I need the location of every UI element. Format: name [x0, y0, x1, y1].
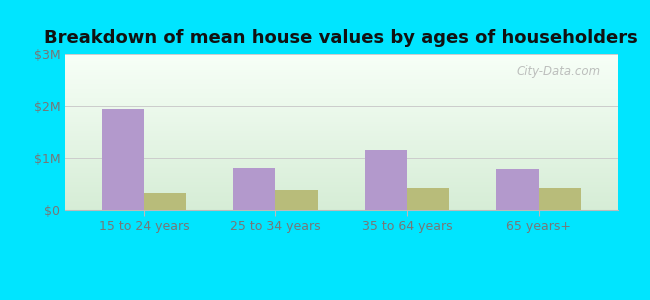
Bar — [539, 188, 580, 210]
Text: City-Data.com: City-Data.com — [517, 65, 601, 78]
Legend: Summerlin South, Nevada: Summerlin South, Nevada — [216, 298, 467, 300]
Bar — [233, 168, 276, 210]
Bar — [102, 109, 144, 210]
Bar — [365, 150, 407, 210]
Bar — [407, 188, 449, 210]
Bar — [276, 190, 318, 210]
Bar — [144, 193, 186, 210]
Bar — [497, 169, 539, 210]
Title: Breakdown of mean house values by ages of householders: Breakdown of mean house values by ages o… — [44, 29, 638, 47]
